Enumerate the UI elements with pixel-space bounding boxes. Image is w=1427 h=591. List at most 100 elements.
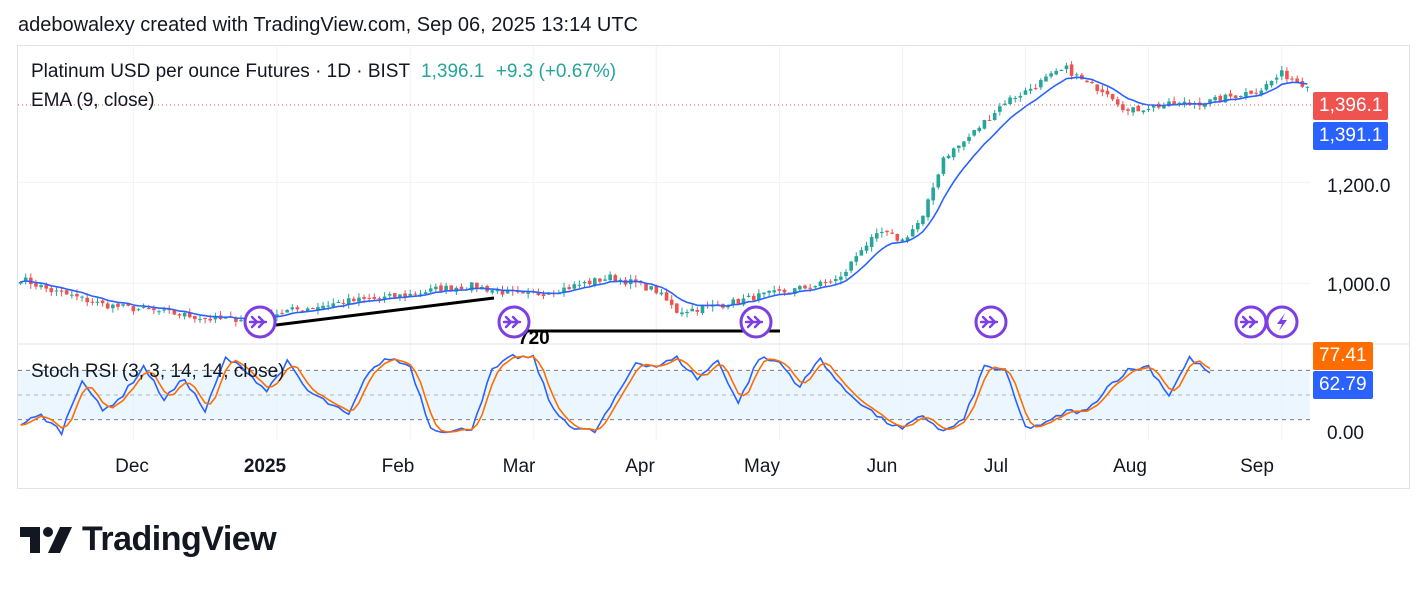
candle-body xyxy=(823,281,828,283)
candle-body xyxy=(1295,78,1299,83)
candle-body xyxy=(1028,88,1033,91)
candle-body xyxy=(746,295,751,297)
candle-body xyxy=(444,285,448,291)
candle-body xyxy=(203,317,207,319)
candle-body xyxy=(1064,65,1069,70)
candle-body xyxy=(1126,109,1130,111)
forward-arrow-icon[interactable] xyxy=(1234,305,1268,339)
candle-body xyxy=(146,308,151,310)
candle-body xyxy=(813,286,818,288)
candle-body xyxy=(1115,99,1120,105)
candle-body xyxy=(500,289,505,295)
candle-body xyxy=(1121,104,1125,111)
candle-body xyxy=(649,286,653,290)
candle-body xyxy=(921,215,925,225)
stoch-d-badge: 62.79 xyxy=(1313,371,1373,399)
candle-body xyxy=(1244,91,1248,97)
candle-body xyxy=(1090,82,1094,84)
candle-body xyxy=(111,304,115,309)
candle-body xyxy=(1100,89,1105,93)
candle-body xyxy=(864,245,869,251)
candle-body xyxy=(1280,70,1284,77)
forward-arrow-icon[interactable] xyxy=(974,305,1008,339)
candle-body xyxy=(546,293,551,295)
candle-body xyxy=(18,281,23,284)
x-tick-label: Feb xyxy=(381,456,415,477)
candle-body xyxy=(90,301,95,303)
candle-body xyxy=(777,289,782,291)
symbol-title[interactable]: Platinum USD per ounce Futures · 1D · BI… xyxy=(31,61,410,82)
candle-body xyxy=(116,303,120,307)
candle-body xyxy=(449,285,454,291)
forward-arrow-icon[interactable] xyxy=(497,305,531,339)
x-tick-label: Mar xyxy=(502,456,536,477)
candle-body xyxy=(362,297,366,299)
candle-body xyxy=(131,306,136,312)
candle-body xyxy=(936,174,941,188)
candle-body xyxy=(1274,77,1279,80)
candle-body xyxy=(234,317,238,322)
candle-body xyxy=(1151,104,1156,108)
candle-body xyxy=(1013,97,1017,99)
symbol-legend: Platinum USD per ounce Futures · 1D · BI… xyxy=(31,61,616,83)
candle-body xyxy=(157,311,161,313)
price-change: +9.3 (+0.67%) xyxy=(495,61,617,82)
forward-arrow-icon[interactable] xyxy=(243,305,277,339)
y-tick-label: 1,000.0 xyxy=(1327,275,1391,296)
stoch-legend[interactable]: Stoch RSI (3, 3, 14, 14, close) xyxy=(31,361,285,382)
candle-body xyxy=(490,290,495,293)
candle-body xyxy=(854,256,859,262)
stoch-k-line xyxy=(20,353,1211,437)
candle-body xyxy=(126,303,131,306)
forward-arrow-icon[interactable] xyxy=(739,305,773,339)
candle-body xyxy=(34,283,38,287)
x-tick-label: Sep xyxy=(1240,456,1274,477)
candle-body xyxy=(1054,70,1059,75)
candle-body xyxy=(598,278,602,282)
candle-body xyxy=(782,289,787,293)
candle-body xyxy=(54,290,59,292)
candle-body xyxy=(695,309,700,312)
candle-body xyxy=(49,288,54,293)
candle-body xyxy=(772,290,777,293)
candle-body xyxy=(193,315,197,320)
candle-body xyxy=(941,157,946,174)
tradingview-logo[interactable]: TradingView xyxy=(20,520,277,559)
candle-body xyxy=(669,299,674,305)
last-price-badge: 1,396.1 xyxy=(1313,92,1389,120)
candle-body xyxy=(367,297,371,299)
candle-body xyxy=(577,284,582,286)
x-tick-label: 2025 xyxy=(243,456,287,477)
candle-body xyxy=(798,286,802,290)
candle-body xyxy=(895,233,900,241)
candle-body xyxy=(1069,64,1074,76)
candle-body xyxy=(582,282,587,284)
candle-body xyxy=(398,294,402,299)
x-tick-label: May xyxy=(744,456,780,477)
candle-body xyxy=(331,303,336,308)
candle-body xyxy=(931,187,935,201)
lightning-icon[interactable] xyxy=(1265,305,1299,339)
candle-body xyxy=(352,298,356,301)
candle-body xyxy=(1085,80,1089,83)
candle-body xyxy=(998,106,1002,112)
candle-body xyxy=(680,312,684,315)
candle-body xyxy=(469,282,474,291)
x-tick-label: Jul xyxy=(983,456,1009,477)
candle-body xyxy=(408,293,413,296)
ema-line xyxy=(20,76,1308,320)
stoch-k-badge: 77.41 xyxy=(1313,342,1373,370)
candle-body xyxy=(900,239,905,242)
candle-body xyxy=(587,280,592,285)
ema-legend[interactable]: EMA (9, close) xyxy=(31,90,155,111)
candle-body xyxy=(828,281,833,283)
candle-body xyxy=(403,293,407,297)
candle-body xyxy=(675,303,679,313)
candle-body xyxy=(926,199,930,218)
candle-body xyxy=(700,305,705,314)
candle-body xyxy=(1249,90,1253,94)
candle-body xyxy=(839,276,843,280)
candle-body xyxy=(910,229,915,237)
candle-body xyxy=(690,308,694,312)
